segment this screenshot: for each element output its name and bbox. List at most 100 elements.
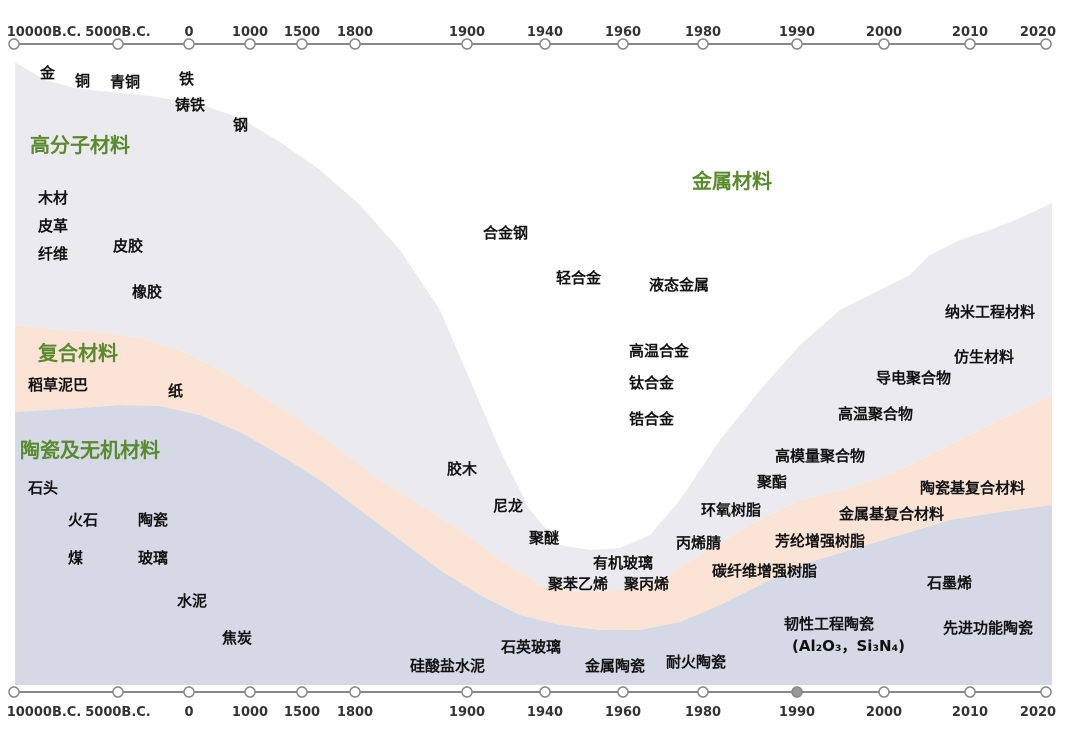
item-bakelite: 胶木 [447,460,478,478]
item-glass: 玻璃 [138,549,168,567]
bottom-tick-marker [697,686,709,698]
top-tick-marker [296,38,308,50]
top-tick-marker [791,38,803,50]
item-coal: 煤 [68,549,83,567]
top-tick-label: 5000B.C. [85,25,151,40]
bottom-tick-label: 1500 [284,705,320,720]
bottom-tick-label: 1800 [337,705,373,720]
item-metal-matrix-composite: 金属基复合材料 [838,505,944,523]
bottom-tick-label: 1990 [779,705,815,720]
top-tick-label: 1940 [527,25,563,40]
band-composite [15,325,1052,630]
item-high-temp-polymer: 高温聚合物 [838,405,913,423]
bottom-tick-label: 1960 [605,705,641,720]
item-superalloy: 高温合金 [629,342,690,360]
item-polyester: 聚酯 [756,473,787,491]
bottom-tick-label: 2010 [952,705,988,720]
bottom-tick-marker [8,686,20,698]
item-biomimetic: 仿生材料 [954,348,1014,366]
item-cast-iron: 铸铁 [175,96,205,114]
item-polyether: 聚醚 [528,529,559,547]
bottom-tick-label: 10000B.C. [7,705,82,720]
region-label-metal: 金属材料 [691,169,772,193]
top-tick-marker [964,38,976,50]
bottom-tick-marker [296,686,308,698]
item-coke: 焦炭 [221,629,252,647]
bottom-tick-marker [617,686,629,698]
top-tick-label: 1000 [232,25,268,40]
item-polystyrene: 聚苯乙烯 [547,575,608,593]
item-polypropylene: 聚丙烯 [623,575,669,593]
bottom-tick-label: 1940 [527,705,563,720]
item-wood: 木材 [37,189,68,207]
item-copper: 铜 [75,72,90,90]
top-tick-label: 2000 [866,25,902,40]
top-tick-marker [617,38,629,50]
item-refractory-ceramic: 耐火陶瓷 [666,653,726,671]
bottom-tick-label: 1000 [232,705,268,720]
bottom-tick-label: 0 [184,705,193,720]
item-leather: 皮革 [38,217,68,235]
top-tick-label: 0 [184,25,193,40]
top-tick-marker [244,38,256,50]
bottom-tick-marker [112,686,124,698]
item-fiber: 纤维 [38,245,68,263]
item-plexiglass: 有机玻璃 [593,554,653,572]
region-label-polymer: 高分子材料 [30,133,130,157]
bottom-tick-label: 1900 [449,705,485,720]
item-functional-ceramic: 先进功能陶瓷 [943,619,1033,637]
top-tick-marker [183,38,195,50]
item-tough-ceramic: 韧性工程陶瓷 [784,615,874,633]
item-liquid-metal: 液态金属 [649,276,709,294]
item-silicate-cement: 硅酸盐水泥 [410,657,485,675]
bottom-tick-marker [183,686,195,698]
item-epoxy: 环氧树脂 [701,501,761,519]
bottom-tick-label: 5000B.C. [85,705,151,720]
top-tick-label: 1960 [605,25,641,40]
bottom-tick-label: 2020 [1020,705,1056,720]
item-graphene: 石墨烯 [926,574,972,592]
bottom-tick-marker [1040,686,1052,698]
top-tick-marker [349,38,361,50]
item-metal-ceramic: 金属陶瓷 [584,657,645,675]
item-rubber: 橡胶 [132,283,162,301]
item-straw-mud: 稻草泥巴 [28,376,88,394]
item-steel: 钢 [233,116,248,134]
item-bronze: 青铜 [110,73,140,91]
item-ceramic-matrix-composite: 陶瓷基复合材料 [920,479,1025,497]
item-nylon: 尼龙 [493,497,523,515]
top-tick-marker [878,38,890,50]
top-tick-marker [697,38,709,50]
item-pottery: 陶瓷 [138,511,168,529]
item-light-alloy: 轻合金 [556,269,602,287]
item-iron: 铁 [179,70,194,88]
item-acrylonitrile: 丙烯腈 [676,534,721,552]
item-paper: 纸 [168,382,183,400]
item-high-modulus-polymer: 高模量聚合物 [775,447,865,465]
top-tick-marker [539,38,551,50]
item-carbon-fiber-resin: 碳纤维增强树脂 [712,562,817,580]
region-label-composite: 复合材料 [37,341,118,365]
bottom-tick-marker [964,686,976,698]
item-alloy-steel: 合金钢 [482,224,528,242]
top-tick-marker [461,38,473,50]
top-tick-label: 1800 [337,25,373,40]
item-nano-engineering: 纳米工程材料 [945,303,1035,321]
bottom-tick-marker [791,686,803,698]
top-tick-label: 1990 [779,25,815,40]
top-tick-label: 1500 [284,25,320,40]
top-tick-label: 2020 [1020,25,1056,40]
bottom-timeline: 10000B.C. 5000B.C. 0 1000 1500 1800 1900 1940 19… [7,686,1056,720]
region-label-ceramic: 陶瓷及无机材料 [20,438,160,462]
item-cement: 水泥 [177,592,207,610]
bottom-tick-marker [878,686,890,698]
item-aramid-resin: 芳纶增强树脂 [775,532,865,550]
top-tick-label: 2010 [952,25,988,40]
bottom-tick-marker [244,686,256,698]
item-zirconium-alloy: 锆合金 [629,410,675,428]
top-tick-marker [8,38,20,50]
bottom-tick-marker [539,686,551,698]
bottom-tick-label: 2000 [866,705,902,720]
top-tick-marker [1040,38,1052,50]
